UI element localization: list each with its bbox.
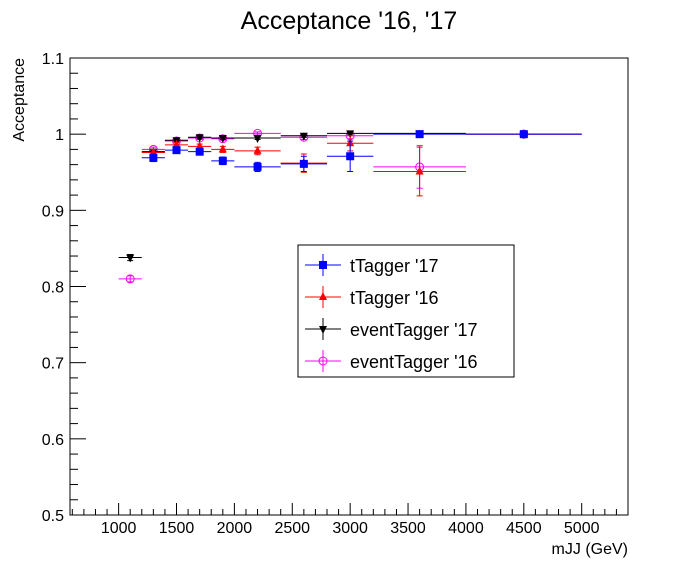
- data-marker: [415, 166, 424, 175]
- x-tick-label: 4500: [506, 520, 542, 537]
- legend: tTagger '17 tTagger '16 eventTagger '17 eve…: [297, 244, 515, 378]
- data-marker: [218, 144, 227, 153]
- data-point: [465, 130, 582, 139]
- legend-label: eventTagger '17: [350, 320, 478, 340]
- data-marker: [172, 139, 181, 148]
- data-marker: [172, 146, 181, 155]
- x-tick-label: 2500: [274, 520, 310, 537]
- legend-label: eventTagger '16: [350, 352, 478, 372]
- legend-marker: [318, 356, 328, 366]
- data-point: [188, 147, 212, 156]
- data-marker: [126, 254, 135, 263]
- data-marker: [195, 147, 204, 156]
- data-marker: [218, 134, 227, 143]
- data-marker: [519, 130, 528, 139]
- x-tick-label: 2000: [217, 520, 253, 537]
- data-point: [280, 132, 328, 141]
- y-axis-label: Acceptance: [11, 58, 28, 142]
- legend-entry: tTagger '17: [305, 254, 439, 276]
- data-marker: [253, 162, 262, 171]
- legend-entry: tTagger '16: [305, 286, 439, 308]
- data-marker: [149, 147, 158, 156]
- data-point: [373, 146, 466, 197]
- data-point: [234, 134, 281, 143]
- data-marker: [299, 132, 308, 141]
- data-point: [327, 130, 374, 139]
- y-tick-label: 0.5: [42, 508, 64, 525]
- data-point: [118, 254, 142, 263]
- legend-label: tTagger '16: [350, 288, 439, 308]
- data-marker: [415, 130, 424, 139]
- axes: 1000 1500 2000 2500 3000 3500 4000 4500 5000 0.5 0…: [42, 51, 629, 537]
- data-point: [164, 146, 189, 155]
- x-tick-label: 1000: [101, 520, 137, 537]
- data-point: [141, 153, 165, 163]
- legend-entry: eventTagger '16: [305, 350, 478, 372]
- data-marker: [195, 134, 204, 143]
- data-marker: [218, 156, 227, 165]
- data-point: [234, 145, 281, 156]
- data-marker: [253, 134, 262, 143]
- legend-entry: eventTagger '17: [305, 318, 478, 340]
- data-point: [211, 156, 235, 166]
- data-point: [234, 128, 281, 138]
- legend-marker: [319, 326, 327, 334]
- data-point: [280, 155, 328, 172]
- legend-label: tTagger '17: [350, 256, 439, 276]
- data-point: [188, 134, 212, 143]
- data-point: [211, 144, 235, 153]
- y-tick-label: 1: [55, 127, 64, 144]
- x-tick-label: 3000: [332, 520, 368, 537]
- data-marker: [299, 159, 308, 168]
- y-tick-label: 0.6: [42, 432, 64, 449]
- data-marker: [125, 274, 135, 284]
- data-point: [373, 130, 466, 139]
- data-marker: [195, 141, 204, 150]
- y-tick-label: 1.1: [42, 51, 64, 68]
- x-tick-label: 1500: [159, 520, 195, 537]
- data-marker: [346, 130, 355, 139]
- y-tick-label: 0.9: [42, 203, 64, 220]
- chart-title: Acceptance '16, '17: [241, 7, 458, 35]
- y-tick-label: 0.7: [42, 356, 64, 373]
- x-tick-label: 5000: [564, 520, 600, 537]
- data-point: [234, 161, 281, 172]
- data-point: [211, 134, 235, 143]
- data-marker: [253, 145, 262, 154]
- x-axis-label: mJJ (GeV): [552, 541, 628, 558]
- legend-box: [297, 244, 515, 378]
- data-point: [118, 274, 142, 284]
- data-marker: [149, 153, 158, 162]
- x-tick-label: 3500: [390, 520, 426, 537]
- series-layer: [118, 128, 582, 284]
- y-tick-label: 0.8: [42, 280, 64, 297]
- legend-marker: [319, 261, 327, 269]
- legend-marker: [319, 292, 327, 300]
- series-ttagger-17: [141, 130, 582, 172]
- x-tick-label: 4000: [448, 520, 484, 537]
- data-marker: [346, 152, 355, 161]
- data-point: [327, 140, 374, 172]
